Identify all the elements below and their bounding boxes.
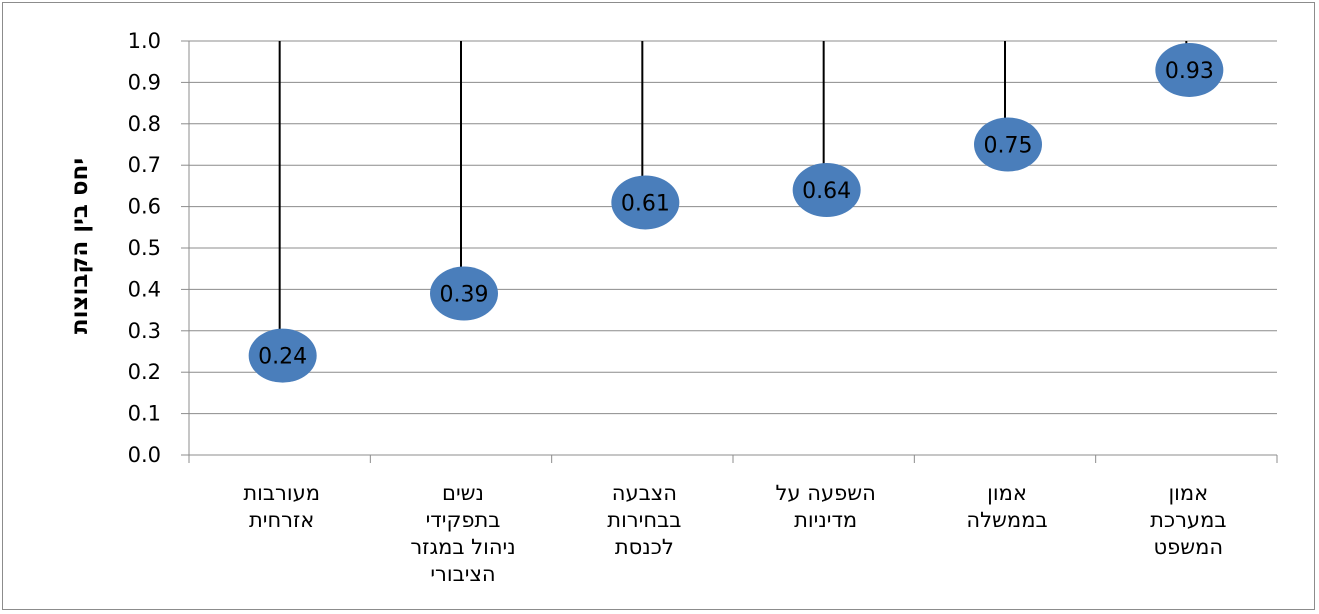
y-tick-label: 0.0	[128, 443, 161, 467]
data-label: 0.93	[1165, 59, 1214, 84]
data-markers	[248, 42, 1224, 383]
data-point-marker	[430, 266, 498, 321]
data-point-marker	[792, 163, 861, 218]
y-tick-label: 0.3	[128, 319, 161, 343]
category-label-line: בממשלה	[966, 508, 1047, 532]
y-tick-label: 0.1	[128, 402, 161, 426]
category-label: מעורבות אזרחית	[243, 481, 320, 532]
category-label: הצבעה בבחירות לכנסת	[607, 481, 681, 559]
data-label: 0.24	[258, 345, 307, 370]
y-tick-label: 0.7	[128, 153, 161, 177]
category-label-line: מעורבות	[243, 481, 320, 505]
category-label-line: אזרחית	[249, 508, 314, 532]
data-label: 0.64	[802, 179, 851, 204]
category-label-line: לכנסת	[615, 535, 674, 559]
data-point-marker	[1155, 42, 1224, 97]
category-label-line: השפעה על	[775, 481, 875, 505]
axes	[181, 40, 1278, 463]
data-label: 0.39	[440, 283, 489, 308]
category-label: השפעה על מדיניות	[775, 481, 875, 532]
data-label: 0.75	[984, 134, 1033, 159]
y-tick-label: 0.8	[128, 112, 161, 136]
category-label-line: ניהול במגזר	[410, 535, 515, 559]
category-label-line: נשים	[442, 481, 484, 505]
category-label-line: בבחירות	[607, 508, 681, 532]
y-tick-label: 0.5	[128, 236, 161, 260]
category-label-line: אמון	[987, 481, 1027, 505]
gridlines	[189, 40, 1277, 456]
category-label: אמון בממשלה	[966, 481, 1047, 532]
category-label-line: בתפקידי	[426, 508, 501, 532]
category-label-line: המשפט	[1154, 535, 1224, 559]
data-point-marker	[611, 175, 680, 230]
drop-lines	[278, 41, 1188, 356]
y-tick-label: 0.4	[128, 277, 161, 301]
category-label-line: הצבעה	[612, 481, 677, 505]
category-label-line: במערכת	[1150, 508, 1226, 532]
data-point-marker	[248, 328, 317, 383]
data-label: 0.61	[621, 191, 670, 216]
chart-plot: 0.00.10.20.30.40.50.60.70.80.91.0 0.240.…	[67, 29, 1278, 586]
data-point-marker	[974, 117, 1042, 172]
y-tick-labels: 0.0 0.1 0.2 0.3 0.4 0.5 0.6 0.7 0.8 0.9 1.0	[128, 29, 161, 467]
category-labels: מעורבות אזרחית נשים בתפקידי ניהול במגזר הציבו…	[243, 481, 1226, 586]
category-label: נשים בתפקידי ניהול במגזר הציבורי	[410, 481, 515, 586]
y-axis-title: יחס בין הקבוצות	[67, 158, 93, 334]
y-tick-label: 0.6	[128, 195, 161, 219]
category-label: אמון במערכת המשפט	[1150, 481, 1226, 559]
category-label-line: הציבורי	[430, 562, 495, 586]
category-label-line: מדיניות	[794, 508, 857, 532]
category-label-line: אמון	[1168, 481, 1208, 505]
data-labels: 0.24 0.39 0.61 0.64 0.75 0.93	[258, 59, 1214, 370]
y-tick-label: 0.9	[128, 70, 161, 94]
y-tick-label: 1.0	[128, 29, 161, 53]
y-tick-label: 0.2	[128, 360, 161, 384]
